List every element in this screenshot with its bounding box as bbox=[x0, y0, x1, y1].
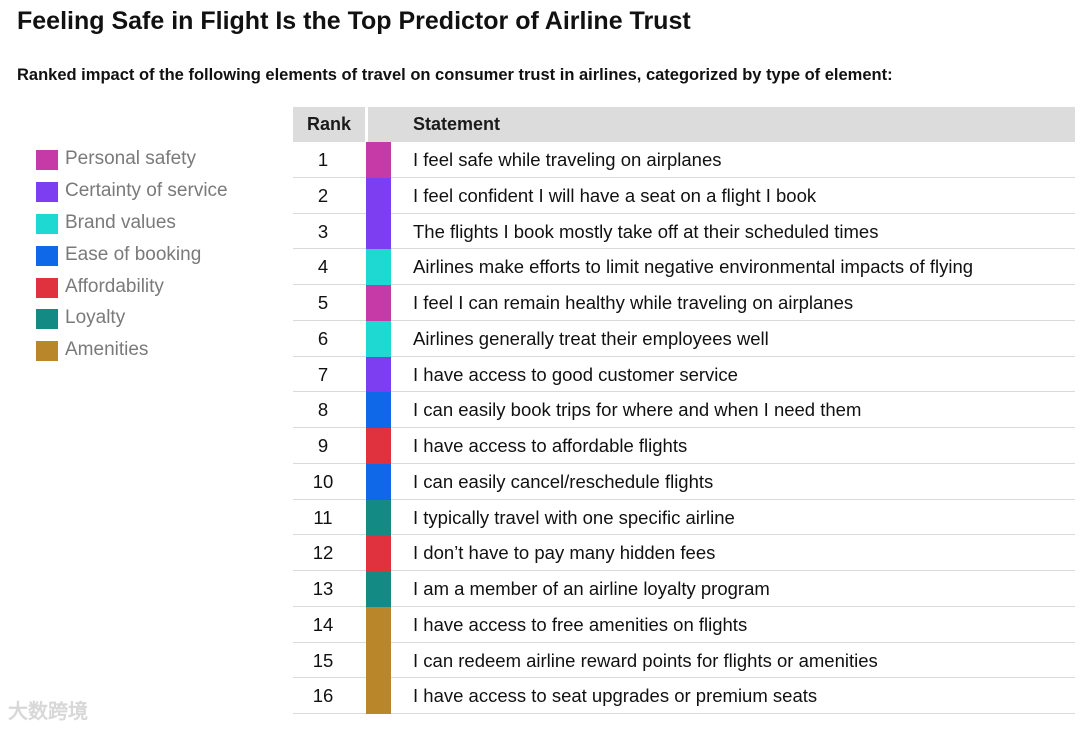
row-statement: I am a member of an airline loyalty prog… bbox=[413, 578, 770, 599]
table-row: 10 I can easily cancel/reschedule flights bbox=[293, 463, 1075, 500]
table-row: 14 I have access to free amenities on fli… bbox=[293, 606, 1075, 643]
chart-title: Feeling Safe in Flight Is the Top Predic… bbox=[17, 7, 691, 35]
row-rank: 10 bbox=[312, 470, 334, 492]
row-category-swatch bbox=[366, 320, 391, 357]
header-statement: Statement bbox=[413, 114, 501, 134]
legend-swatch bbox=[36, 150, 58, 170]
legend-label: Brand values bbox=[65, 211, 176, 233]
table-row: 16 I have access to seat upgrades or prem… bbox=[293, 678, 1075, 714]
ranking-table: Rank Statement 1 I feel safe while travel… bbox=[293, 107, 1075, 714]
row-statement: I typically travel with one specific air… bbox=[413, 506, 735, 528]
legend-swatch bbox=[36, 181, 58, 202]
row-category-swatch bbox=[366, 249, 391, 285]
row-statement: I feel I can remain healthy while travel… bbox=[413, 292, 854, 313]
table-row: 6 Airlines generally treat their employee… bbox=[293, 320, 1075, 357]
table-row: 15 I can redeem airline reward points for… bbox=[293, 642, 1075, 679]
row-statement: I can easily book trips for where and wh… bbox=[413, 399, 862, 421]
row-category-swatch bbox=[366, 606, 391, 643]
legend-swatch bbox=[36, 245, 58, 266]
row-category-swatch bbox=[366, 285, 391, 321]
row-category-swatch bbox=[366, 678, 391, 714]
legend-label: Loyalty bbox=[65, 307, 126, 329]
row-statement: I have access to good customer service bbox=[413, 363, 738, 385]
table-row: 1 I feel safe while traveling on airplane… bbox=[293, 142, 1075, 178]
row-rank: 13 bbox=[312, 578, 334, 599]
row-statement: I have access to seat upgrades or premiu… bbox=[413, 685, 818, 707]
row-rank: 5 bbox=[317, 292, 329, 313]
row-statement: I feel confident I will have a seat on a… bbox=[413, 184, 817, 206]
row-rank: 6 bbox=[317, 327, 329, 349]
row-statement: Airlines generally treat their employees… bbox=[413, 327, 769, 349]
table-row: 11 I typically travel with one specific a… bbox=[293, 499, 1075, 536]
table-row: 4 Airlines make efforts to limit negative… bbox=[293, 249, 1075, 285]
legend-swatch bbox=[36, 341, 58, 362]
row-rank: 2 bbox=[317, 184, 329, 206]
row-category-swatch bbox=[366, 535, 391, 571]
legend-swatch bbox=[36, 277, 58, 298]
row-category-swatch bbox=[366, 177, 391, 214]
table-row: 3 The flights I book mostly take off at t… bbox=[293, 213, 1075, 250]
row-rank: 4 bbox=[317, 256, 329, 278]
row-rank: 16 bbox=[312, 685, 334, 707]
row-statement: The flights I book mostly take off at th… bbox=[413, 220, 879, 242]
table-row: 5 I feel I can remain healthy while trave… bbox=[293, 285, 1075, 321]
header-rank: Rank bbox=[306, 114, 351, 134]
row-statement: Airlines make efforts to limit negative … bbox=[413, 256, 974, 278]
table-row: 9 I have access to affordable flights bbox=[293, 428, 1075, 464]
row-rank: 14 bbox=[312, 613, 334, 635]
header-divider bbox=[365, 107, 368, 142]
legend-label: Affordability bbox=[65, 275, 164, 297]
table-row: 13 I am a member of an airline loyalty pr… bbox=[293, 571, 1075, 607]
row-rank: 7 bbox=[317, 363, 329, 385]
row-category-swatch bbox=[366, 428, 391, 464]
table-row: 8 I can easily book trips for where and w… bbox=[293, 392, 1075, 428]
row-category-swatch bbox=[366, 356, 391, 393]
row-category-swatch bbox=[366, 142, 391, 178]
row-statement: I can easily cancel/reschedule flights bbox=[413, 470, 714, 492]
row-statement: I feel safe while traveling on airplanes bbox=[413, 149, 722, 170]
legend-label: Personal safety bbox=[65, 148, 196, 169]
table-body: 1 I feel safe while traveling on airplane… bbox=[293, 142, 1075, 714]
row-rank: 9 bbox=[317, 435, 329, 456]
watermark-logo: 大数跨境 bbox=[8, 701, 88, 723]
row-category-swatch bbox=[366, 213, 391, 250]
row-statement: I don’t have to pay many hidden fees bbox=[413, 542, 716, 564]
row-rank: 1 bbox=[317, 149, 329, 170]
row-category-swatch bbox=[366, 392, 391, 428]
table-row: 7 I have access to good customer service bbox=[293, 356, 1075, 393]
row-rank: 15 bbox=[312, 649, 334, 671]
row-category-swatch bbox=[366, 463, 391, 500]
row-statement: I have access to free amenities on fligh… bbox=[413, 613, 748, 635]
table-header: Rank Statement bbox=[293, 107, 1075, 142]
row-statement: I can redeem airline reward points for f… bbox=[413, 649, 878, 671]
legend-label: Ease of booking bbox=[65, 243, 202, 265]
legend-label: Amenities bbox=[65, 339, 149, 361]
chart-subtitle: Ranked impact of the following elements … bbox=[17, 66, 893, 84]
row-category-swatch bbox=[366, 642, 391, 679]
legend-swatch bbox=[36, 213, 58, 234]
table-row: 2 I feel confident I will have a seat on … bbox=[293, 177, 1075, 214]
legend-swatch bbox=[36, 309, 58, 330]
row-rank: 8 bbox=[317, 399, 329, 421]
legend-label: Certainty of service bbox=[65, 179, 228, 201]
row-category-swatch bbox=[366, 571, 391, 607]
table-row: 12 I don’t have to pay many hidden fees bbox=[293, 535, 1075, 571]
row-rank: 12 bbox=[312, 542, 334, 564]
row-rank: 3 bbox=[317, 220, 329, 242]
row-category-swatch bbox=[366, 499, 391, 536]
row-rank: 11 bbox=[313, 506, 333, 528]
row-statement: I have access to affordable flights bbox=[413, 435, 688, 456]
